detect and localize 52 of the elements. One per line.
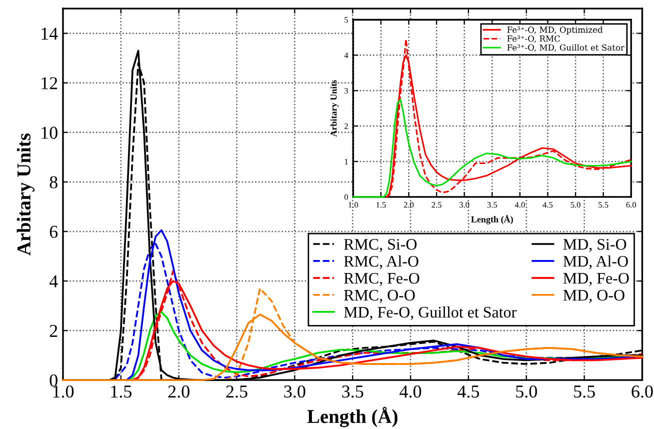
x-tick-label: 4.5 (458, 386, 480, 398)
x-tick-label: 1.5 (376, 202, 386, 208)
x-axis-title: Length (Å) (471, 214, 513, 224)
x-tick-label: 2.5 (432, 202, 442, 208)
legend-label: MD, Si-O (563, 238, 626, 252)
y-tick-label: 14 (42, 28, 58, 40)
x-tick-label: 4.0 (400, 385, 422, 398)
x-tick-label: 6.0 (632, 385, 653, 398)
y-tick-label: 0 (344, 194, 348, 200)
legend-label: Fe³⁺-O, MD, Optimized (507, 26, 603, 34)
legend-label: Fe³⁺-O, RMC (507, 35, 560, 43)
legend-label: MD, Fe-O, Guillot et Sator (344, 306, 516, 320)
legend-label: RMC, Al-O (344, 255, 418, 269)
y-tick-label: 5 (344, 17, 348, 23)
x-tick-label: 5.5 (574, 386, 595, 398)
y-tick-label: 3 (344, 88, 348, 94)
legend-label: RMC, Si-O (344, 238, 417, 252)
x-tick-label: 3.5 (487, 202, 498, 208)
y-axis-title: Arbitary Units (330, 80, 339, 137)
legend-label: MD, Fe-O (563, 272, 629, 286)
y-tick-label: 4 (344, 52, 348, 58)
x-axis-title: Length (Å) (307, 406, 398, 428)
legend-label: RMC, Fe-O (344, 272, 420, 286)
x-tick-label: 3.5 (342, 386, 364, 398)
x-tick-label: 5.0 (516, 385, 537, 398)
x-tick-label: 5.0 (570, 202, 580, 208)
legend-label: RMC, O-O (344, 290, 415, 303)
x-tick-label: 1.0 (53, 385, 74, 398)
y-tick-label: 0 (50, 374, 58, 387)
legend-label: MD, Al-O (563, 255, 628, 269)
y-tick-label: 12 (42, 77, 58, 90)
y-axis-title: Arbitary Units (16, 134, 35, 256)
x-tick-label: 2.0 (404, 202, 414, 208)
x-tick-label: 3.0 (284, 385, 306, 398)
x-tick-label: 6.0 (626, 202, 636, 208)
y-tick-label: 2 (50, 324, 58, 337)
x-tick-label: 3.0 (460, 202, 470, 208)
x-tick-label: 2.0 (168, 385, 190, 398)
y-tick-label: 1 (344, 158, 348, 164)
x-tick-label: 5.5 (598, 202, 608, 208)
legend-label: Fe³⁺-O, MD, Guillot et Sator (507, 44, 624, 52)
y-tick-label: 10 (42, 126, 58, 139)
y-tick-label: 6 (50, 226, 58, 238)
y-tick-label: 4 (49, 275, 58, 288)
x-tick-label: 2.5 (226, 386, 248, 398)
y-tick-label: 8 (50, 176, 58, 188)
legend-label: MD, O-O (563, 290, 624, 303)
x-tick-label: 4.5 (542, 202, 553, 208)
x-tick-label: 4.0 (514, 202, 525, 208)
x-tick-label: 1.0 (348, 202, 358, 208)
y-tick-label: 2 (344, 123, 348, 129)
x-tick-label: 1.5 (111, 386, 132, 398)
